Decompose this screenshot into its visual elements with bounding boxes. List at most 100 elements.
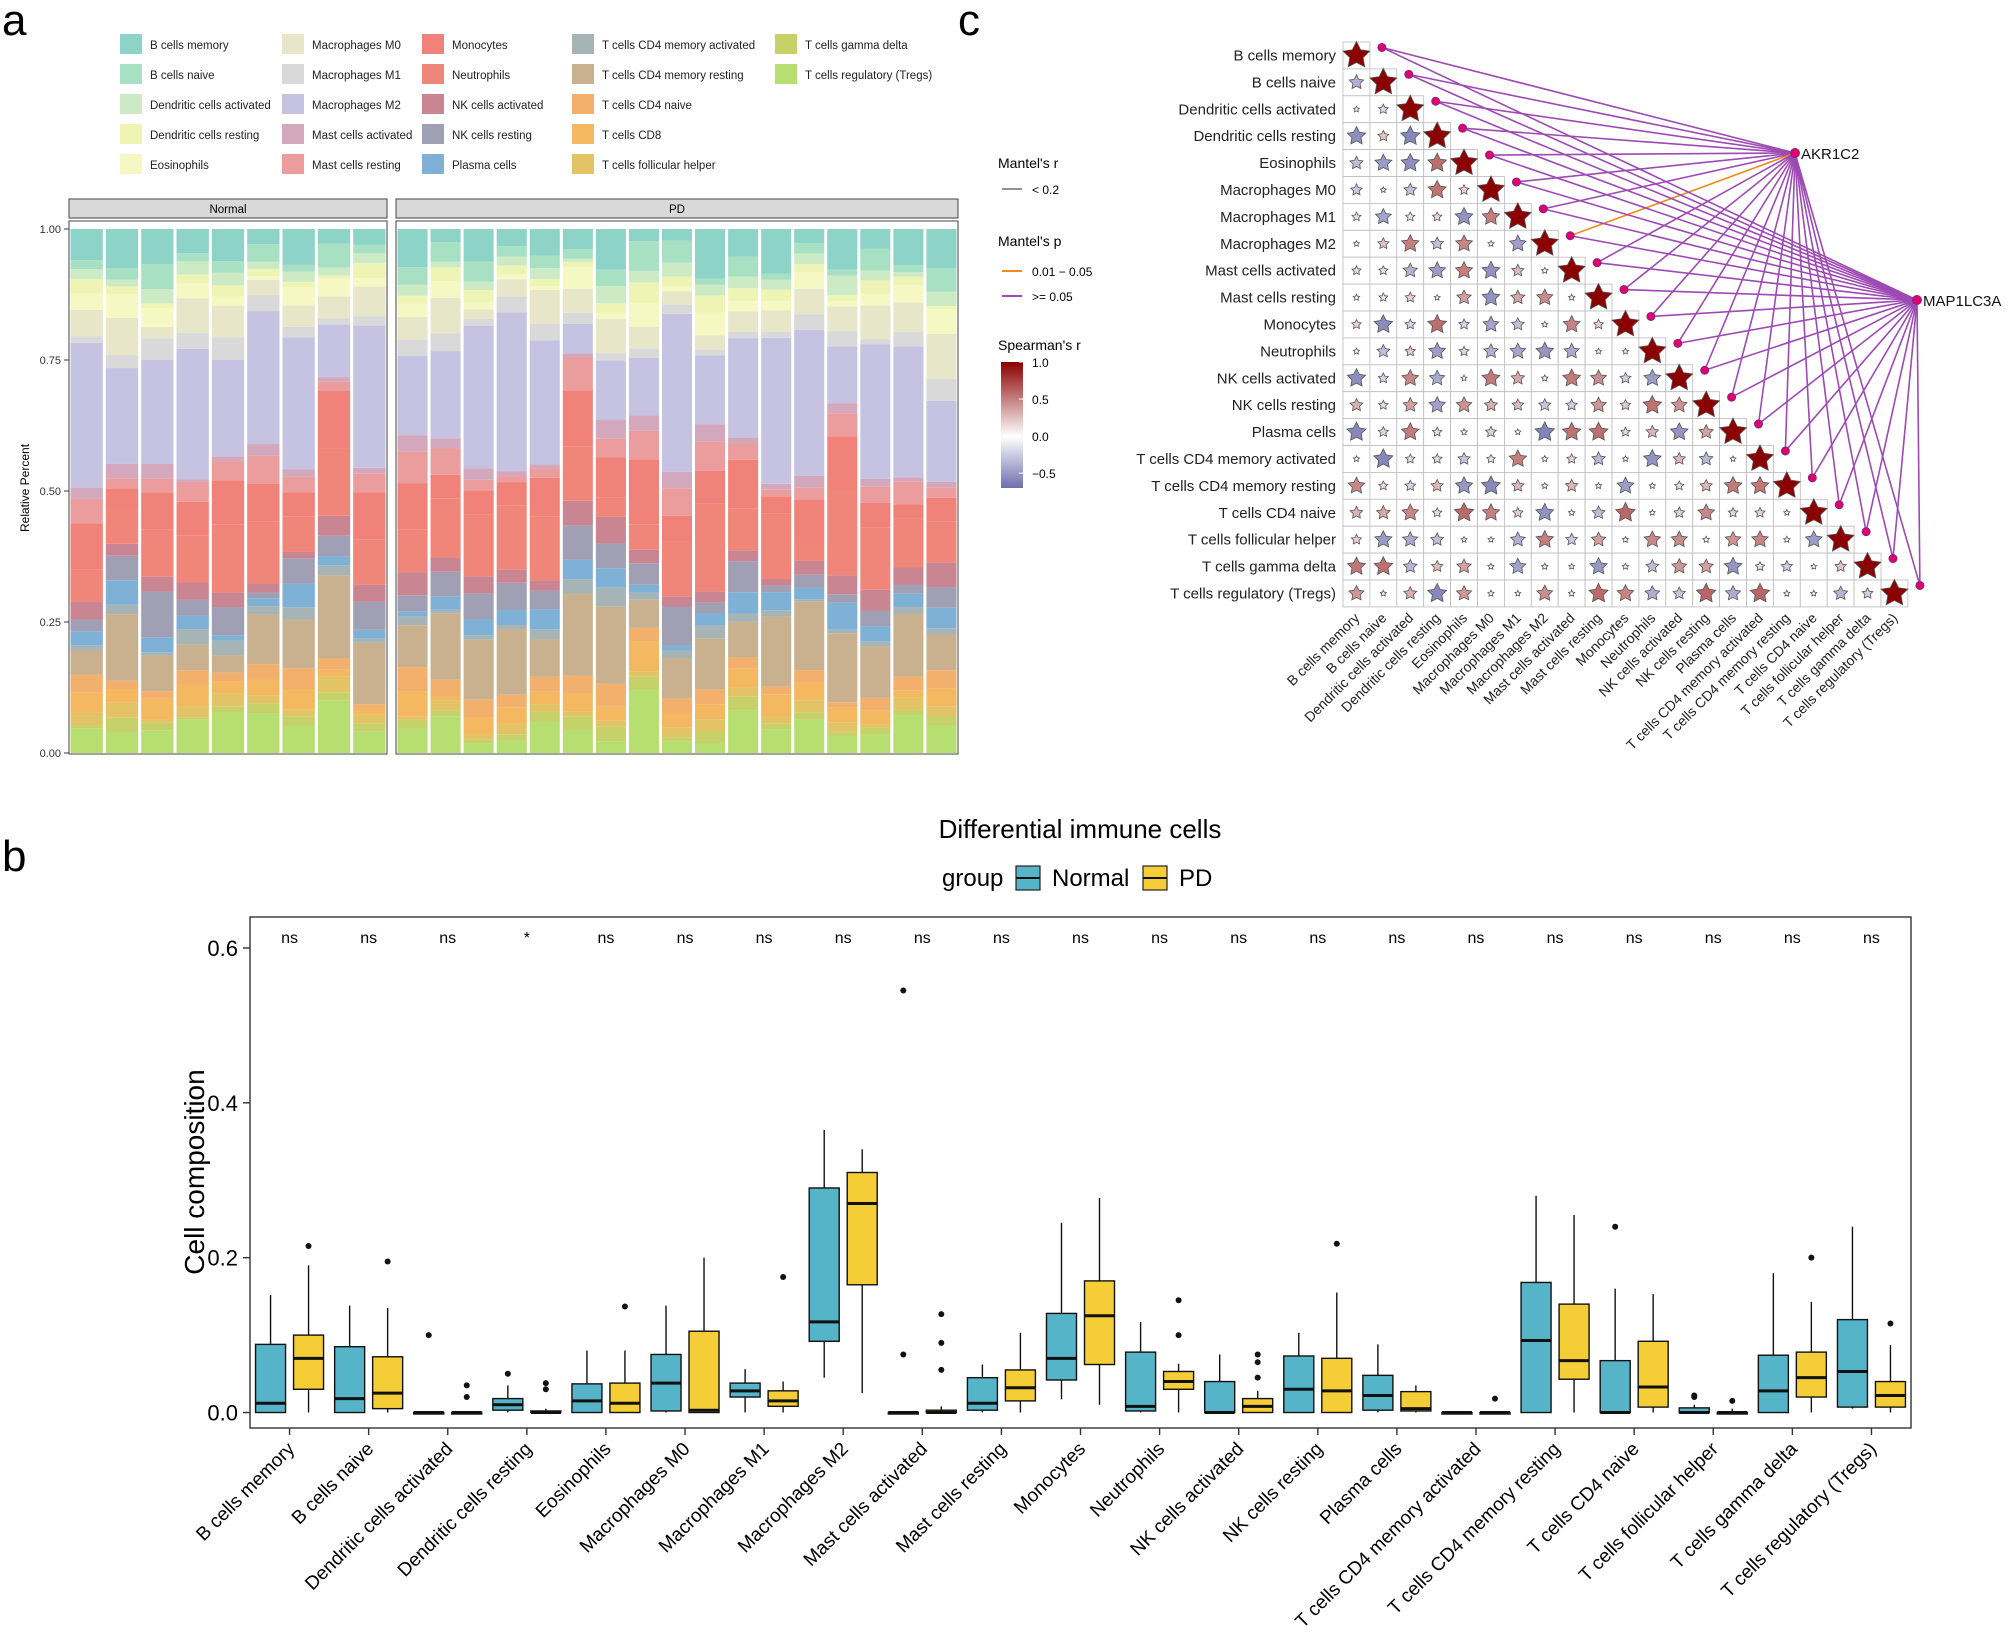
stack-segment-plasma-cells bbox=[926, 607, 957, 629]
correlation-star bbox=[1723, 556, 1743, 575]
stack-segment-macrophages-m0 bbox=[562, 288, 593, 313]
stack-segment-t-cells-cd8 bbox=[105, 689, 139, 703]
diagonal-star bbox=[1853, 551, 1882, 579]
correlation-star bbox=[1402, 396, 1419, 412]
stack-segment-t-cells-cd4-memory-activated bbox=[105, 604, 139, 615]
y-tick-label-4: 1.00 bbox=[40, 224, 61, 236]
stack-segment-eosinophils bbox=[496, 274, 527, 280]
correlation-star bbox=[1590, 396, 1607, 413]
stack-segment-t-cells-cd4-memory-activated bbox=[247, 606, 280, 615]
correlation-star bbox=[1431, 426, 1443, 437]
mantel-link-map1lc3a-b-cells-naive bbox=[1408, 73, 1918, 301]
correlation-star bbox=[1698, 423, 1715, 439]
stack-segment-t-cells-regulatory-tregs bbox=[926, 725, 957, 753]
diagonal-star bbox=[1369, 67, 1398, 95]
stack-segment-b-cells-memory bbox=[926, 229, 957, 269]
correlation-star bbox=[1561, 421, 1582, 441]
stack-segment-t-cells-gamma-delta bbox=[397, 719, 428, 729]
correlation-star bbox=[1401, 503, 1420, 521]
correlation-star bbox=[1861, 586, 1874, 599]
stack-segment-t-cells-regulatory-tregs bbox=[827, 735, 858, 753]
stack-segment-neutrophils bbox=[141, 529, 174, 577]
stack-segment-mast-cells-activated bbox=[105, 463, 139, 479]
stack-segment-eosinophils bbox=[70, 293, 103, 310]
stack-segment-mast-cells-activated bbox=[176, 479, 209, 482]
correlation-star bbox=[1351, 265, 1362, 276]
stack-segment-dendritic-cells-resting bbox=[247, 268, 280, 277]
stack-segment-monocytes bbox=[496, 482, 527, 506]
outlier-point-pd bbox=[1175, 1297, 1182, 1304]
stack-segment-t-cells-gamma-delta bbox=[761, 723, 792, 730]
stack-segment-macrophages-m0 bbox=[728, 311, 759, 332]
correlation-star bbox=[1426, 313, 1448, 334]
stack-segment-nk-cells-activated bbox=[661, 596, 693, 607]
outlier-point-pd bbox=[1175, 1332, 1182, 1339]
significance-label-nk-cells-resting: ns bbox=[1309, 930, 1326, 947]
correlation-star bbox=[1834, 559, 1848, 573]
stack-segment-b-cells-naive bbox=[728, 256, 759, 277]
stack-segment-t-cells-cd4-naive bbox=[353, 704, 386, 709]
stack-segment-macrophages-m1 bbox=[141, 338, 174, 360]
stack-segment-mast-cells-resting bbox=[141, 478, 174, 493]
legend-label-eosinophils: Eosinophils bbox=[150, 160, 209, 172]
stack-segment-t-cells-cd4-naive bbox=[661, 698, 693, 713]
stack-segment-t-cells-gamma-delta bbox=[353, 723, 386, 732]
significance-label-b-cells-naive: ns bbox=[360, 930, 377, 947]
stack-segment-dendritic-cells-activated bbox=[794, 253, 825, 265]
stack-segment-macrophages-m0 bbox=[761, 310, 792, 332]
correlation-star bbox=[1591, 505, 1606, 520]
row-label-mast-cells-activated: Mast cells activated bbox=[1205, 263, 1336, 280]
stack-segment-dendritic-cells-activated bbox=[628, 270, 659, 283]
stack-segment-monocytes bbox=[827, 436, 858, 490]
correlation-star bbox=[1377, 399, 1389, 410]
stack-segment-macrophages-m2 bbox=[141, 359, 174, 464]
stack-segment-b-cells-naive bbox=[317, 243, 351, 268]
stack-segment-t-cells-cd4-memory-activated bbox=[860, 641, 891, 647]
stack-segment-t-cells-regulatory-tregs bbox=[70, 728, 103, 753]
stack-segment-dendritic-cells-resting bbox=[794, 264, 825, 273]
legend-key-macrophages-m1 bbox=[282, 64, 304, 84]
legend-key-nk-cells-activated bbox=[422, 94, 444, 114]
diagonal-star bbox=[1718, 417, 1748, 445]
stack-segment-macrophages-m1 bbox=[926, 379, 957, 401]
correlation-star bbox=[1401, 368, 1420, 386]
correlation-star bbox=[1729, 454, 1737, 463]
stack-segment-neutrophils bbox=[628, 524, 659, 550]
legend-key-t-cells-follicular-helper bbox=[572, 154, 594, 174]
stack-segment-t-cells-gamma-delta bbox=[595, 726, 626, 742]
stack-segment-mast-cells-activated bbox=[827, 403, 858, 414]
stack-segment-b-cells-naive bbox=[105, 268, 139, 280]
stack-segment-nk-cells-activated bbox=[282, 551, 315, 559]
correlation-star bbox=[1346, 125, 1367, 145]
legend-key-neutrophils bbox=[422, 64, 444, 84]
legend-label-t-cells-gamma-delta: T cells gamma delta bbox=[805, 40, 908, 52]
correlation-star bbox=[1427, 260, 1447, 279]
stack-segment-nk-cells-activated bbox=[353, 584, 386, 602]
stack-segment-t-cells-cd4-memory-activated bbox=[176, 629, 209, 645]
stack-segment-dendritic-cells-activated bbox=[595, 286, 626, 304]
gene-node-akr1c2 bbox=[1790, 148, 1800, 158]
link-node-t-cells-cd4-memory-resting bbox=[1807, 473, 1817, 483]
stack-segment-neutrophils bbox=[353, 539, 386, 585]
stack-segment-t-cells-cd8 bbox=[728, 668, 759, 688]
stack-segment-t-cells-cd8 bbox=[595, 706, 626, 721]
stack-segment-t-cells-cd4-naive bbox=[595, 683, 626, 707]
stack-segment-t-cells-regulatory-tregs bbox=[496, 740, 527, 753]
legend-spearman-tick-label-3: −0.5 bbox=[1032, 467, 1056, 481]
stack-segment-dendritic-cells-activated bbox=[430, 261, 461, 268]
legend-label-t-cells-cd8: T cells CD8 bbox=[602, 130, 661, 142]
correlation-star bbox=[1535, 584, 1554, 601]
correlation-star bbox=[1534, 502, 1555, 522]
box-normal-eosinophils bbox=[571, 1383, 603, 1414]
stack-segment-dendritic-cells-activated bbox=[282, 271, 315, 282]
correlation-star bbox=[1754, 560, 1766, 572]
stack-segment-mast-cells-resting bbox=[496, 476, 527, 483]
stack-segment-mast-cells-resting bbox=[353, 473, 386, 493]
stack-segment-neutrophils bbox=[211, 524, 245, 593]
stack-segment-macrophages-m2 bbox=[397, 356, 428, 436]
significance-label-t-cells-regulatory-tregs: ns bbox=[1863, 930, 1880, 947]
facet-label-normal: Normal bbox=[209, 204, 246, 216]
correlation-star bbox=[1372, 447, 1394, 468]
correlation-star bbox=[1561, 368, 1582, 387]
stack-segment-t-cells-cd4-naive bbox=[105, 680, 139, 690]
